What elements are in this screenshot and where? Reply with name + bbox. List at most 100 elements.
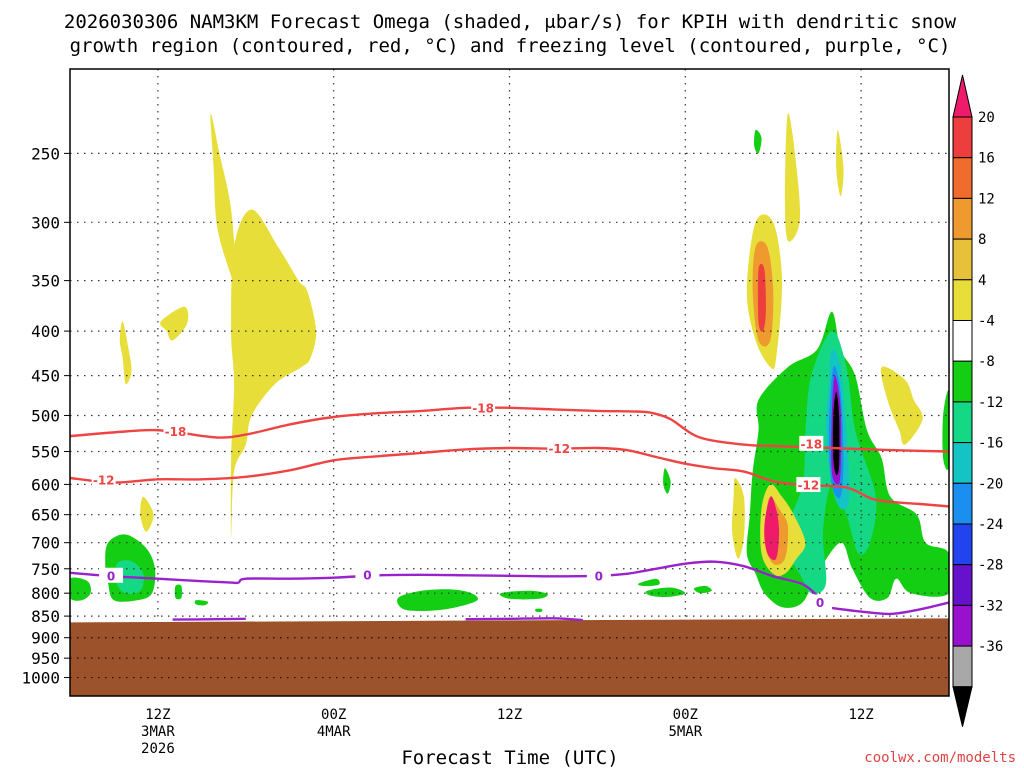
- colorbar-top-arrow: [952, 74, 973, 118]
- colorbar-swatch: [952, 197, 973, 240]
- omega-area: [754, 129, 762, 154]
- contour-line: [70, 406, 949, 453]
- contour-labels: -18 -18 -18 -12 -12 -12 0 0 0 0: [91, 399, 833, 610]
- contour-line: [70, 560, 818, 597]
- omega-area: [174, 584, 183, 600]
- y-tick-label: 850: [31, 607, 60, 626]
- y-tick-label: 1000: [21, 669, 60, 688]
- contour-label-bg: [355, 566, 380, 582]
- colorbar-label: -8: [978, 354, 995, 370]
- colorbar-label: -36: [978, 639, 1003, 655]
- colorbar-swatch: [952, 320, 973, 362]
- chart-title-line1: 2026030306 NAM3KM Forecast Omega (shaded…: [64, 11, 957, 33]
- omega-area: [731, 478, 745, 559]
- contour-label: -12: [93, 473, 115, 487]
- omega-area: [663, 468, 671, 494]
- y-tick-label: 650: [31, 506, 60, 525]
- y-tick-label: 900: [31, 629, 60, 648]
- colorbar: 20 16 12 8 4 -4 -8 -12 -16 -20 -24 -28 -32 -36: [952, 74, 1003, 727]
- terrain: [70, 618, 949, 696]
- omega-area: [637, 578, 660, 587]
- colorbar-swatch: [952, 442, 973, 484]
- colorbar-label: -32: [978, 598, 1003, 614]
- omega-area: [499, 590, 548, 600]
- omega-area: [693, 585, 712, 594]
- plot-frame: [69, 68, 950, 697]
- x-tick-label: 00Z: [321, 707, 346, 723]
- x-tick-label: 12Z: [848, 707, 873, 723]
- colorbar-label: 20: [978, 110, 995, 126]
- contour-label: 0: [363, 568, 371, 582]
- colorbar-label: -24: [978, 517, 1003, 533]
- x-tick-date: 5MAR: [668, 724, 702, 740]
- omega-area: [194, 600, 209, 606]
- colorbar-swatch: [952, 482, 973, 525]
- colorbar-label: 4: [978, 273, 986, 289]
- omega-area: [757, 263, 766, 332]
- colorbar-swatch: [952, 401, 973, 444]
- contour-label-bg: [586, 567, 611, 583]
- contour-label: -18: [800, 437, 822, 451]
- colorbar-label: 12: [978, 191, 995, 207]
- y-tick-label: 950: [31, 649, 60, 668]
- contour-label-bg: [796, 477, 821, 493]
- omega-area: [160, 306, 189, 341]
- chart-title-line2: growth region (contoured, red, °C) and f…: [70, 35, 951, 57]
- x-tick-date: 3MAR: [141, 724, 175, 740]
- contour-label: -18: [472, 401, 494, 415]
- omega-area: [764, 496, 780, 561]
- y-tick-label: 350: [31, 272, 60, 291]
- contour-label-bg: [91, 471, 116, 487]
- contour-line: [824, 601, 949, 616]
- colorbar-swatch: [952, 564, 973, 606]
- x-axis-label: Forecast Time (UTC): [401, 747, 618, 768]
- y-tick-label: 600: [31, 475, 60, 494]
- colorbar-label: -4: [978, 314, 995, 330]
- omega-shading: [70, 113, 949, 612]
- colorbar-swatch: [952, 360, 973, 403]
- y-tick-label: 450: [31, 367, 60, 386]
- contour-line: [465, 617, 583, 622]
- omega-area: [535, 608, 543, 612]
- colorbar-label: -16: [978, 436, 1003, 452]
- colorbar-swatch: [952, 523, 973, 566]
- colorbar-label: 16: [978, 151, 995, 167]
- contour-label: -12: [798, 479, 820, 493]
- omega-area: [140, 496, 154, 532]
- terrain-fill: [70, 618, 949, 696]
- contour-label: 0: [107, 569, 115, 583]
- omega-area: [119, 321, 132, 385]
- omega-area: [784, 113, 801, 242]
- x-tick-date: 4MAR: [317, 724, 351, 740]
- omega-area: [880, 366, 923, 445]
- colorbar-swatch: [952, 279, 973, 321]
- contour-label-bg: [808, 594, 833, 610]
- omega-area: [397, 589, 479, 612]
- colorbar-swatch: [952, 604, 973, 647]
- omega-area: [942, 390, 949, 470]
- y-tick-label: 800: [31, 584, 60, 603]
- colorbar-swatch: [952, 116, 973, 159]
- colorbar-label: -12: [978, 395, 1003, 411]
- colorbar-swatch: [952, 238, 973, 281]
- y-tick-label: 700: [31, 534, 60, 553]
- colorbar-swatch: [952, 645, 973, 688]
- colorbar-label: -20: [978, 476, 1003, 492]
- contour-label-bg: [99, 567, 124, 583]
- contour-label: 0: [816, 596, 824, 610]
- colorbar-label: -28: [978, 558, 1003, 574]
- contour-label-bg: [163, 423, 188, 439]
- y-tick-label: 550: [31, 443, 60, 462]
- y-tick-label: 300: [31, 213, 60, 232]
- contour-line: [172, 617, 246, 621]
- x-tick-label: 00Z: [673, 707, 698, 723]
- contour-label: 0: [595, 569, 603, 583]
- y-axis: 250 300 350 400 450 500 550 600 650 700 750 800 850 9…: [21, 144, 70, 688]
- y-tick-label: 400: [31, 322, 60, 341]
- x-tick-year: 2026: [141, 741, 175, 757]
- omega-area: [70, 577, 91, 601]
- omega-area: [836, 130, 844, 197]
- y-tick-label: 500: [31, 406, 60, 425]
